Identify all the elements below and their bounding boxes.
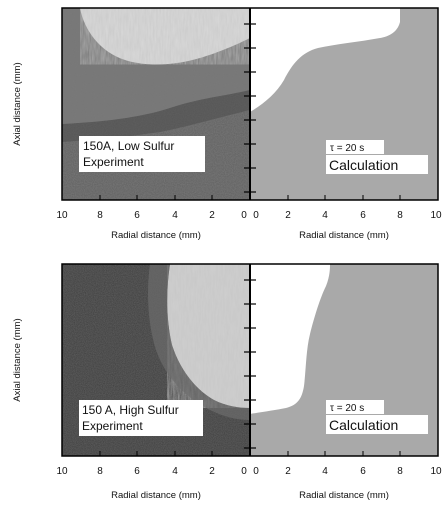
calc-label: Calculation bbox=[329, 157, 398, 173]
experiment-label-box-low-sulfur bbox=[79, 136, 205, 172]
x-tick-labels-right-low-sulfur: 0 2 4 6 8 10 bbox=[253, 210, 442, 221]
experiment-label-line1: 150 A, High Sulfur bbox=[82, 403, 179, 417]
experiment-label-line1: 150A, Low Sulfur bbox=[83, 139, 174, 153]
x-axis-title-left: Radial distance (mm) bbox=[111, 230, 201, 241]
x-tick-labels-left-high-sulfur: 10 8 6 4 2 0 bbox=[56, 466, 247, 477]
x-tick-label: 6 bbox=[360, 210, 366, 221]
y-axis-title: Axial distance (mm) bbox=[12, 62, 23, 145]
x-tick-label: 8 bbox=[397, 466, 403, 477]
x-tick-label: 0 bbox=[253, 210, 259, 221]
experiment-micrograph-low-sulfur bbox=[62, 8, 250, 200]
x-tick-label: 10 bbox=[56, 210, 68, 221]
x-tick-label: 4 bbox=[322, 466, 328, 477]
y-ticks-low-sulfur bbox=[244, 23, 256, 193]
x-tick-label: 8 bbox=[97, 466, 103, 477]
experiment-label-box-high-sulfur bbox=[79, 400, 203, 436]
x-tick-label: 8 bbox=[97, 210, 103, 221]
x-ticks-low-sulfur bbox=[61, 195, 439, 200]
x-tick-label: 10 bbox=[56, 466, 68, 477]
x-tick-label: 6 bbox=[360, 466, 366, 477]
x-tick-label: 10 bbox=[430, 210, 442, 221]
calc-label-box bbox=[326, 415, 428, 434]
x-tick-label: 0 bbox=[241, 210, 247, 221]
x-tick-label: 0 bbox=[253, 466, 259, 477]
x-tick-labels-right-high-sulfur: 0 2 4 6 8 10 bbox=[253, 466, 442, 477]
x-tick-label: 6 bbox=[134, 210, 140, 221]
calculated-pool-high-sulfur bbox=[250, 264, 330, 414]
x-axis-title-right: Radial distance (mm) bbox=[299, 230, 389, 241]
x-tick-label: 8 bbox=[397, 210, 403, 221]
x-ticks-high-sulfur bbox=[61, 451, 439, 456]
x-tick-label: 4 bbox=[172, 466, 178, 477]
experiment-micrograph-high-sulfur bbox=[62, 264, 250, 456]
panel-high-sulfur: 150 A, High Sulfur Experiment τ = 20 s C… bbox=[12, 263, 442, 501]
y-ticks-high-sulfur bbox=[244, 279, 256, 449]
panel-low-sulfur: 150A, Low Sulfur Experiment τ = 20 s Cal… bbox=[12, 7, 442, 241]
x-tick-labels-left-low-sulfur: 10 8 6 4 2 0 bbox=[56, 210, 247, 221]
x-tick-label: 2 bbox=[209, 466, 215, 477]
calc-tau-label: τ = 20 s bbox=[330, 403, 364, 414]
x-tick-label: 4 bbox=[322, 210, 328, 221]
x-tick-label: 2 bbox=[285, 466, 291, 477]
x-tick-label: 4 bbox=[172, 210, 178, 221]
tau-label-box bbox=[326, 400, 384, 414]
x-axis-title-right: Radial distance (mm) bbox=[299, 490, 389, 501]
calc-tau-label: τ = 20 s bbox=[330, 143, 364, 154]
x-axis-title-left: Radial distance (mm) bbox=[111, 490, 201, 501]
experiment-label-line2: Experiment bbox=[83, 155, 144, 169]
x-tick-label: 10 bbox=[430, 466, 442, 477]
y-axis-title: Axial distance (mm) bbox=[12, 318, 23, 401]
experiment-label-line2: Experiment bbox=[82, 419, 143, 433]
x-tick-label: 0 bbox=[241, 466, 247, 477]
x-tick-label: 6 bbox=[134, 466, 140, 477]
x-tick-label: 2 bbox=[285, 210, 291, 221]
tau-label-box bbox=[326, 140, 384, 154]
x-tick-label: 2 bbox=[209, 210, 215, 221]
calc-label: Calculation bbox=[329, 417, 398, 433]
calc-label-box bbox=[326, 155, 428, 174]
calculated-pool-low-sulfur bbox=[250, 8, 400, 112]
